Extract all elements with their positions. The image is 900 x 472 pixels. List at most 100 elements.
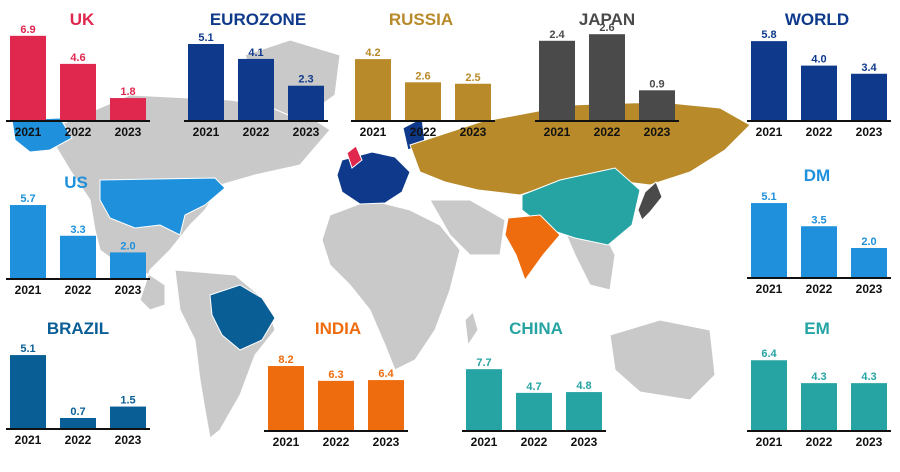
map-highlights: [11, 101, 751, 351]
value-label: 2.6: [415, 70, 430, 82]
x-tick-label: 2023: [115, 125, 142, 139]
x-tick-label: 2023: [373, 435, 400, 449]
panel-india: INDIA 8.2 2021 6.3 2022 6.4 2023: [262, 316, 410, 454]
value-label: 2.6: [599, 22, 614, 34]
middle-east-land: [429, 199, 506, 256]
bar-2023: [110, 252, 146, 278]
panel-em: EM 6.4 2021 4.3 2022 4.3 2023: [745, 316, 891, 454]
chart-title: US: [64, 173, 88, 192]
value-label: 4.0: [811, 54, 826, 66]
uk-region: [346, 145, 363, 169]
panel-japan: JAPAN 2.4 2021 2.6 2022 0.9 2023: [531, 6, 683, 149]
value-label: 6.9: [20, 24, 35, 36]
bar-2021: [751, 203, 787, 277]
chart-em: EM 6.4 2021 4.3 2022 4.3 2023: [747, 319, 891, 449]
value-label: 2.5: [465, 72, 480, 84]
x-axis-line: [351, 120, 495, 122]
value-label: 6.3: [328, 369, 343, 381]
value-label: 4.6: [70, 52, 85, 64]
value-label: 4.1: [248, 47, 263, 59]
x-tick-label: 2022: [243, 125, 270, 139]
x-tick-label: 2021: [756, 282, 783, 296]
panel-uk: UK 6.9 2021 4.6 2022 1.8 2023: [4, 6, 154, 140]
bar-2023: [851, 73, 887, 120]
x-tick-label: 2022: [594, 125, 621, 139]
panel-us: US 5.7 2021 3.3 2022 2.0 2023: [4, 170, 154, 300]
x-tick-label: 2021: [471, 435, 498, 449]
bar-2021: [466, 369, 502, 430]
value-label: 2.0: [861, 236, 876, 248]
bar-2021: [539, 40, 575, 120]
x-tick-label: 2022: [806, 435, 833, 449]
chart-dm: DM 5.1 2021 3.5 2022 2.0 2023: [747, 166, 891, 296]
chart-china: CHINA 7.7 2021 4.7 2022 4.8 2023: [462, 319, 606, 449]
x-axis-line: [462, 430, 606, 432]
bar-2021: [10, 35, 46, 120]
x-axis-line: [747, 277, 891, 279]
bar-2023: [455, 83, 491, 120]
bar-2022: [801, 226, 837, 277]
x-tick-label: 2021: [756, 125, 783, 139]
bar-2022: [238, 58, 274, 120]
x-tick-label: 2022: [65, 433, 92, 447]
x-tick-label: 2022: [806, 125, 833, 139]
bar-2022: [60, 235, 96, 278]
x-axis-line: [6, 120, 150, 122]
chart-title: BRAZIL: [47, 319, 109, 338]
value-label: 3.4: [861, 62, 877, 74]
value-label: 6.4: [761, 348, 777, 360]
value-label: 2.3: [298, 74, 313, 86]
value-label: 5.1: [198, 32, 213, 44]
bar-2022: [516, 392, 552, 430]
bar-2021: [10, 205, 46, 278]
x-tick-label: 2023: [293, 125, 320, 139]
bar-2021: [188, 44, 224, 121]
value-label: 1.5: [120, 395, 135, 407]
bar-2022: [318, 380, 354, 430]
chart-title: JAPAN: [579, 10, 635, 29]
chart-title: INDIA: [315, 319, 361, 338]
x-tick-label: 2023: [115, 433, 142, 447]
bar-2022: [801, 65, 837, 120]
x-tick-label: 2022: [65, 125, 92, 139]
x-tick-label: 2021: [15, 283, 42, 297]
x-axis-line: [264, 430, 408, 432]
chart-title: CHINA: [509, 319, 563, 338]
value-label: 6.4: [378, 368, 394, 380]
x-tick-label: 2022: [521, 435, 548, 449]
bar-2021: [10, 355, 46, 428]
panel-brazil: BRAZIL 5.1 2021 0.7 2022 1.5 2023: [4, 316, 154, 454]
bar-2021: [751, 41, 787, 121]
bar-2023: [110, 98, 146, 120]
bar-2021: [268, 366, 304, 430]
chart-title: EM: [804, 319, 830, 338]
x-tick-label: 2022: [65, 283, 92, 297]
india-region: [504, 214, 561, 282]
x-tick-label: 2023: [856, 435, 883, 449]
eurozone-region: [336, 151, 411, 205]
value-label: 4.3: [811, 371, 826, 383]
x-tick-label: 2021: [360, 125, 387, 139]
value-label: 7.7: [476, 357, 491, 369]
value-label: 4.7: [526, 381, 541, 393]
x-tick-label: 2023: [460, 125, 487, 139]
chart-russia: RUSSIA 4.2 2021 2.6 2022 2.5 2023: [351, 10, 495, 139]
value-label: 5.7: [20, 193, 35, 205]
x-tick-label: 2023: [571, 435, 598, 449]
panel-world: WORLD 5.8 2021 4.0 2022 3.4 2023: [745, 6, 891, 140]
value-label: 3.3: [70, 224, 85, 236]
us-region: [99, 177, 226, 236]
bar-2023: [639, 90, 675, 120]
value-label: 0.7: [70, 406, 85, 418]
panel-eurozone: EUROZONE 5.1 2021 4.1 2022 2.3 2023: [182, 6, 330, 140]
x-tick-label: 2021: [273, 435, 300, 449]
madagascar-land: [464, 311, 479, 347]
chart-japan: JAPAN 2.4 2021 2.6 2022 0.9 2023: [535, 10, 679, 139]
x-tick-label: 2021: [544, 125, 571, 139]
bar-2023: [110, 406, 146, 428]
x-axis-line: [535, 120, 679, 122]
bar-2021: [751, 360, 787, 430]
x-axis-line: [6, 278, 150, 280]
chart-eurozone: EUROZONE 5.1 2021 4.1 2022 2.3 2023: [184, 10, 328, 139]
x-axis-line: [747, 430, 891, 432]
